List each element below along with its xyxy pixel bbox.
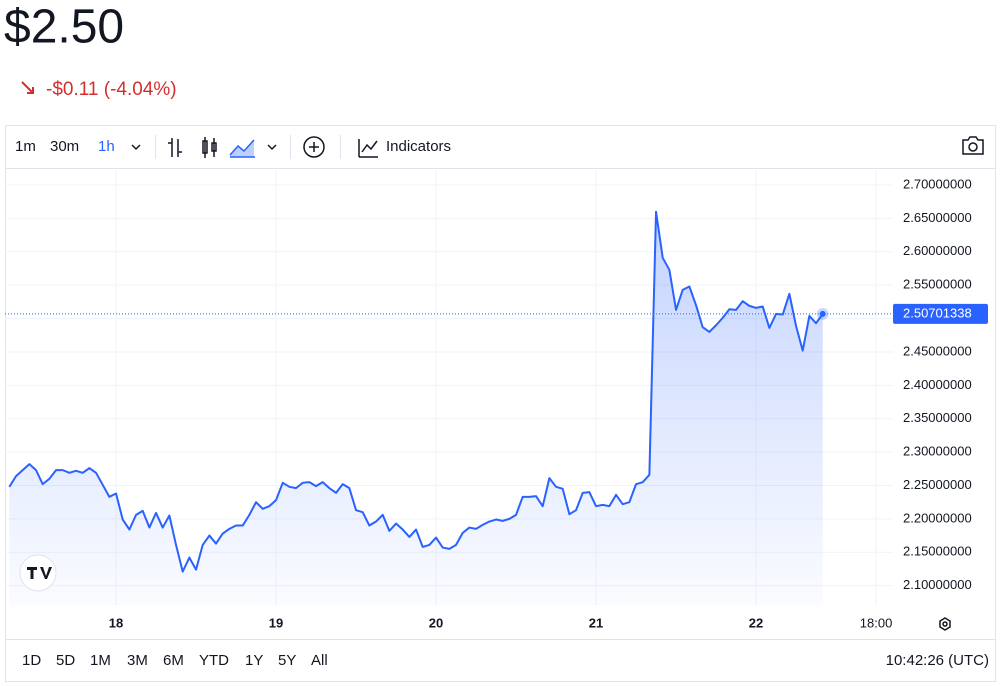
y-tick-label: 2.35000000: [903, 410, 972, 425]
y-tick-label: 2.20000000: [903, 510, 972, 525]
range-button[interactable]: 1Y: [245, 652, 263, 669]
last-point: [819, 310, 826, 317]
range-button[interactable]: 5D: [56, 652, 75, 669]
x-tick-label: 18:00: [860, 615, 893, 630]
logo-badge: [19, 554, 57, 592]
area-fill: [9, 211, 823, 606]
chart-frame: [5, 125, 996, 682]
range-button[interactable]: 5Y: [278, 652, 296, 669]
axis-settings-center: [942, 621, 948, 627]
last-price-label: 2.50701338: [903, 305, 972, 320]
range-button[interactable]: 1M: [90, 652, 111, 669]
bars-icon[interactable]: [168, 138, 182, 157]
indicators-icon[interactable]: [358, 139, 378, 158]
x-tick-label: 20: [429, 615, 443, 630]
x-tick-label: 19: [269, 615, 283, 630]
y-tick-label: 2.55000000: [903, 277, 972, 292]
area-icon-fill: [230, 140, 254, 157]
logo-mark: [27, 567, 52, 579]
interval-menu[interactable]: [131, 144, 141, 151]
interval-button[interactable]: 1h: [98, 138, 115, 155]
y-tick-label: 2.25000000: [903, 477, 972, 492]
down-arrow-icon: [21, 81, 34, 94]
compare-button[interactable]: [303, 136, 325, 158]
x-tick-label: 21: [589, 615, 603, 630]
snapshot-button[interactable]: [962, 136, 984, 155]
price-line: [8, 210, 824, 573]
range-button[interactable]: 3M: [127, 652, 148, 669]
y-tick-label: 2.15000000: [903, 544, 972, 559]
x-tick-label: 18: [109, 615, 123, 630]
price-change: -$0.11 (-4.04%): [46, 79, 177, 100]
y-tick-label: 2.60000000: [903, 243, 972, 258]
interval-button[interactable]: 30m: [50, 138, 79, 155]
last-price-badge: [893, 303, 988, 324]
axis-settings[interactable]: [939, 617, 951, 631]
y-tick-label: 2.70000000: [903, 176, 972, 191]
x-tick-label: 22: [749, 615, 763, 630]
indicators-button[interactable]: Indicators: [386, 138, 451, 155]
chart-type-menu[interactable]: [267, 144, 277, 151]
range-button[interactable]: YTD: [199, 652, 229, 669]
price: $2.50: [4, 1, 124, 54]
compare-plus: [309, 142, 319, 152]
range-button[interactable]: All: [311, 652, 328, 669]
y-tick-label: 2.30000000: [903, 444, 972, 459]
y-tick-label: 2.40000000: [903, 377, 972, 392]
interval-button[interactable]: 1m: [15, 138, 36, 155]
snapshot-lens: [968, 142, 978, 152]
y-tick-label: 2.10000000: [903, 577, 972, 592]
range-button[interactable]: 1D: [22, 652, 41, 669]
y-tick-label: 2.65000000: [903, 210, 972, 225]
range-button[interactable]: 6M: [163, 652, 184, 669]
candles-icon[interactable]: [202, 137, 217, 158]
area-icon[interactable]: [229, 139, 255, 158]
y-tick-label: 2.45000000: [903, 343, 972, 358]
logo: [19, 554, 57, 592]
clock: 10:42:26 (UTC): [886, 652, 989, 669]
toolbar: Indicators: [131, 135, 984, 159]
